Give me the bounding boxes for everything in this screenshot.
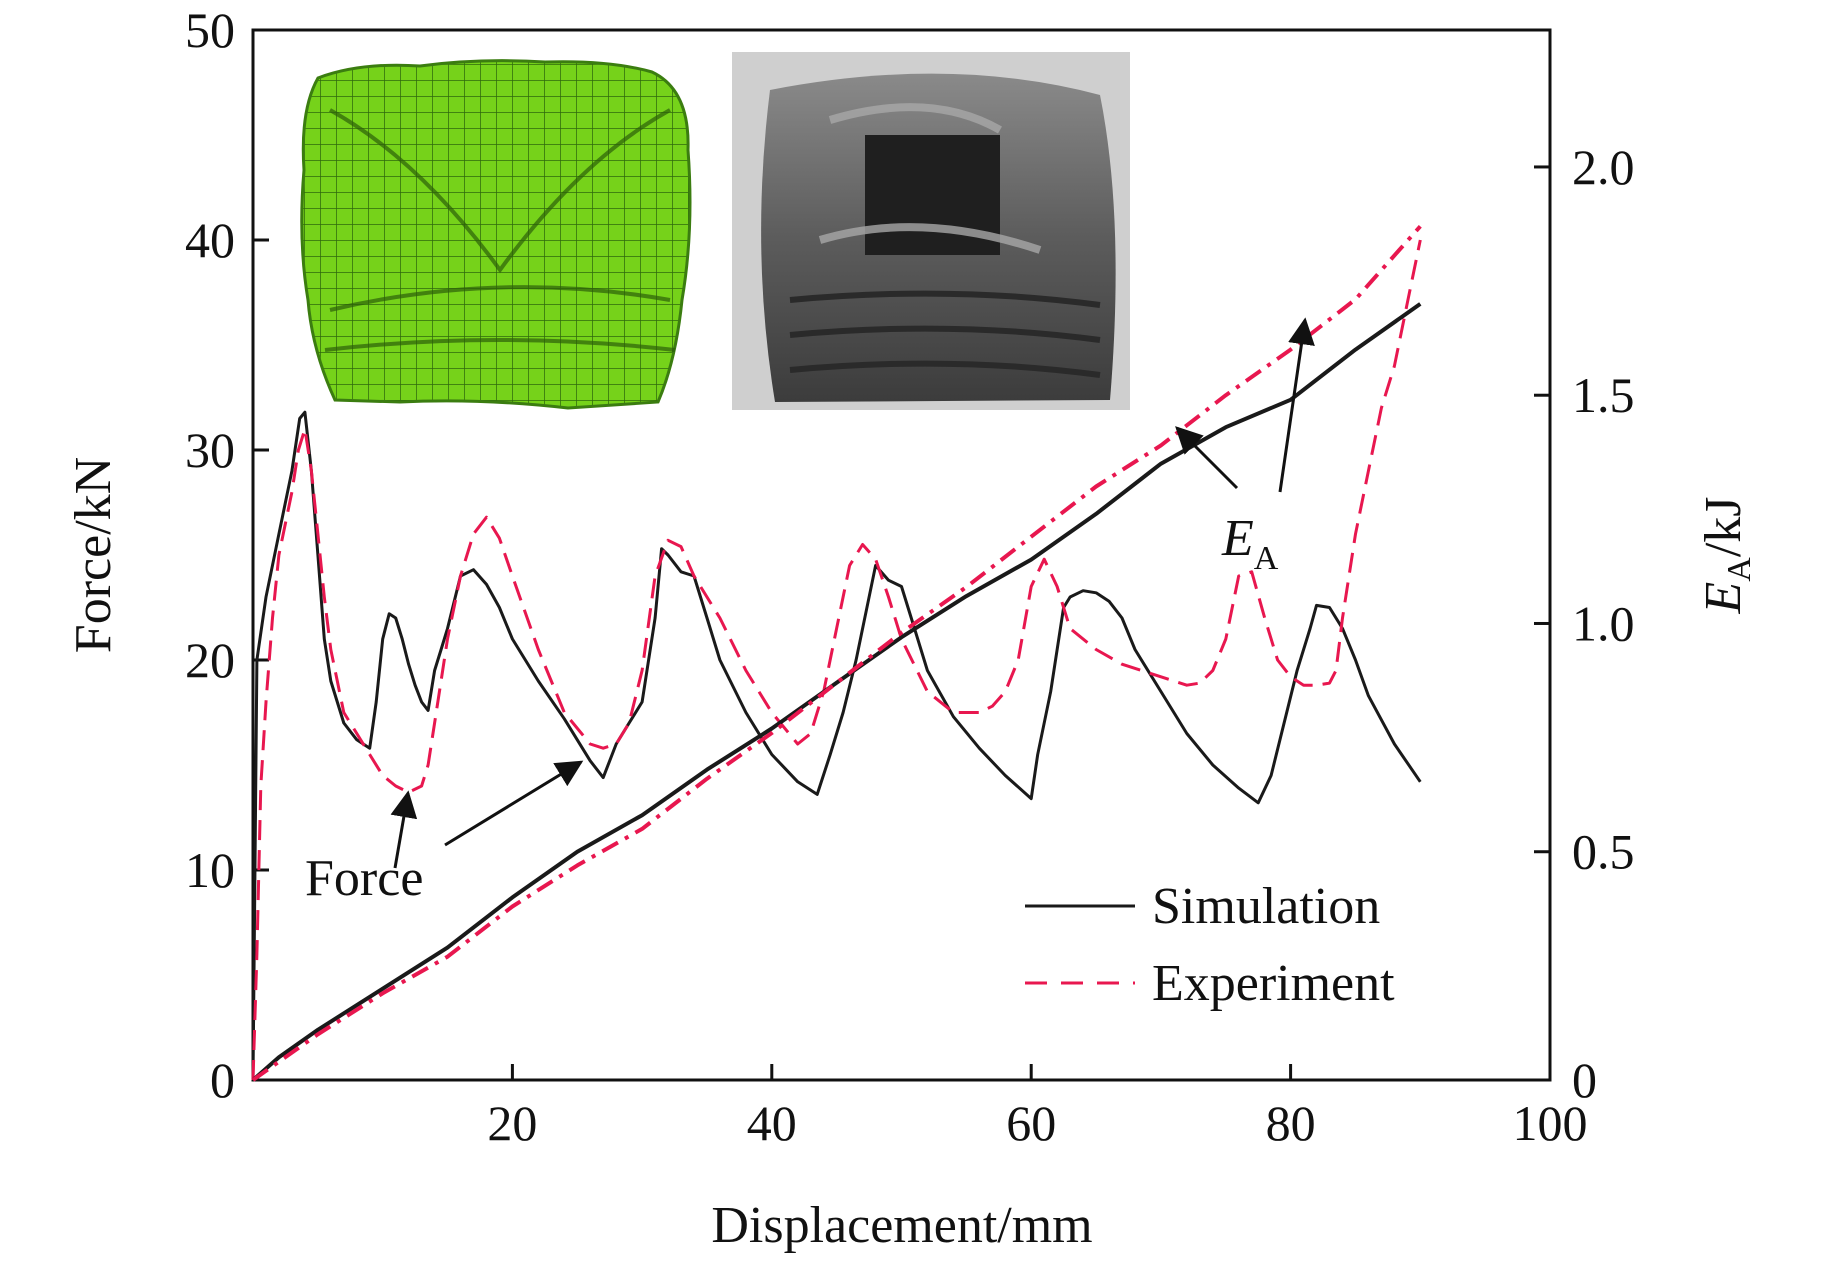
x-tick-label: 20: [487, 1095, 537, 1151]
force-annotation: Force: [305, 760, 584, 907]
y2-tick-label: 1.0: [1572, 595, 1635, 651]
experiment-ea-line: [251, 224, 1422, 1082]
simulation-force-line: [251, 410, 1422, 1081]
force-arrow-2: [444, 760, 584, 847]
force-annotation-label: Force: [305, 850, 423, 907]
y-tick-label: 50: [185, 2, 235, 58]
y-tick-label: 20: [185, 632, 235, 688]
y2-tick-label: 2.0: [1572, 139, 1635, 195]
y2-axis-title: EA/kJ: [1695, 496, 1758, 614]
x-tick-label: 100: [1513, 1095, 1588, 1151]
legend-label-simulation: Simulation: [1152, 878, 1380, 935]
simulation-ea-line: [251, 302, 1422, 1082]
fe-mesh-inset-image: [300, 59, 692, 410]
x-axis-title: Displacement/mm: [711, 1197, 1092, 1254]
ea-arrow-2: [1278, 317, 1315, 493]
x-tick-label: 60: [1006, 1095, 1056, 1151]
y2-tick-label: 1.5: [1572, 367, 1635, 423]
legend-label-experiment: Experiment: [1152, 955, 1395, 1012]
ea-annotation: EA: [1175, 317, 1315, 577]
series-layer: [251, 224, 1422, 1082]
y-tick-label: 30: [185, 422, 235, 478]
y-tick-label: 0: [210, 1052, 235, 1108]
ea-arrow-1: [1175, 426, 1239, 490]
experiment-force-line: [251, 239, 1422, 1081]
y-tick-label: 40: [185, 212, 235, 268]
y-tick-label: 10: [185, 842, 235, 898]
plot-frame: [251, 28, 1552, 1082]
force-arrow-1: [390, 790, 418, 869]
x-tick-label: 80: [1266, 1095, 1316, 1151]
legend: Simulation Experiment: [1025, 878, 1395, 1012]
y2-tick-label: 0.5: [1572, 824, 1635, 880]
specimen-photo-inset-image: [732, 52, 1130, 410]
y2-tick-label: 0: [1572, 1052, 1597, 1108]
x-tick-label: 40: [747, 1095, 797, 1151]
ea-annotation-label: EA: [1221, 510, 1279, 577]
y-axis-title: Force/kN: [65, 457, 122, 653]
